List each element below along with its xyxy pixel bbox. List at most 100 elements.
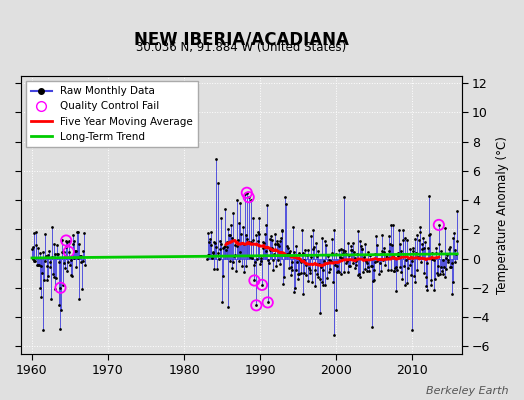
Point [221, 243, 229, 249]
Y-axis label: Temperature Anomaly (°C): Temperature Anomaly (°C) [496, 136, 509, 294]
Point [431, 275, 439, 282]
Point [244, 239, 252, 246]
Point [420, 245, 429, 251]
Point [246, 197, 255, 203]
Point [219, 245, 227, 251]
Point [222, 247, 230, 253]
Point [78, 286, 86, 292]
Point [406, 246, 414, 252]
Point [403, 280, 411, 286]
Point [69, 232, 78, 238]
Point [319, 282, 327, 288]
Point [416, 224, 424, 230]
Point [374, 256, 382, 262]
Point [290, 288, 298, 295]
Point [324, 257, 333, 263]
Point [340, 268, 348, 275]
Point [393, 267, 401, 274]
Point [236, 249, 245, 255]
Point [340, 194, 348, 200]
Point [273, 238, 281, 244]
Point [265, 260, 273, 266]
Point [241, 191, 249, 198]
Point [436, 270, 444, 277]
Point [322, 260, 331, 266]
Point [391, 264, 399, 271]
Point [337, 255, 346, 262]
Point [67, 272, 75, 278]
Point [239, 224, 247, 230]
Point [337, 246, 345, 252]
Point [66, 262, 74, 268]
Point [400, 262, 408, 269]
Point [204, 230, 212, 236]
Point [311, 267, 320, 274]
Point [372, 233, 380, 239]
Point [259, 238, 267, 245]
Point [309, 227, 318, 234]
Point [303, 252, 311, 258]
Point [274, 257, 282, 264]
Point [281, 252, 290, 258]
Point [67, 257, 75, 263]
Point [77, 252, 85, 259]
Point [379, 257, 387, 264]
Point [321, 282, 330, 288]
Point [233, 197, 242, 203]
Point [405, 255, 413, 261]
Point [231, 251, 239, 258]
Point [75, 241, 84, 247]
Point [71, 264, 80, 271]
Point [414, 237, 423, 244]
Point [323, 275, 332, 281]
Point [56, 284, 64, 291]
Point [314, 274, 323, 280]
Point [274, 241, 282, 248]
Point [410, 273, 418, 279]
Point [49, 241, 58, 247]
Point [310, 244, 318, 250]
Point [440, 264, 448, 270]
Point [213, 265, 221, 272]
Point [339, 247, 347, 254]
Point [395, 241, 403, 247]
Point [243, 190, 251, 196]
Point [388, 252, 397, 259]
Point [312, 271, 321, 277]
Point [328, 250, 336, 256]
Point [243, 236, 252, 242]
Point [266, 247, 275, 254]
Point [433, 270, 441, 276]
Point [423, 260, 432, 266]
Point [324, 253, 332, 259]
Point [234, 236, 242, 243]
Point [291, 267, 300, 273]
Point [367, 262, 376, 269]
Point [288, 267, 296, 274]
Point [424, 232, 433, 239]
Point [252, 302, 260, 308]
Point [407, 272, 415, 278]
Point [453, 238, 462, 244]
Point [31, 229, 40, 236]
Point [415, 254, 423, 261]
Point [239, 268, 248, 275]
Point [79, 258, 87, 264]
Point [64, 248, 73, 255]
Point [206, 236, 214, 242]
Point [377, 268, 385, 274]
Point [330, 227, 338, 233]
Point [339, 250, 347, 256]
Point [305, 265, 313, 271]
Point [254, 229, 262, 235]
Point [60, 260, 69, 266]
Point [207, 229, 215, 235]
Point [298, 250, 307, 256]
Point [247, 239, 255, 246]
Point [74, 229, 82, 235]
Point [68, 273, 76, 280]
Point [234, 258, 243, 264]
Point [325, 259, 334, 265]
Point [231, 242, 239, 248]
Point [271, 240, 279, 247]
